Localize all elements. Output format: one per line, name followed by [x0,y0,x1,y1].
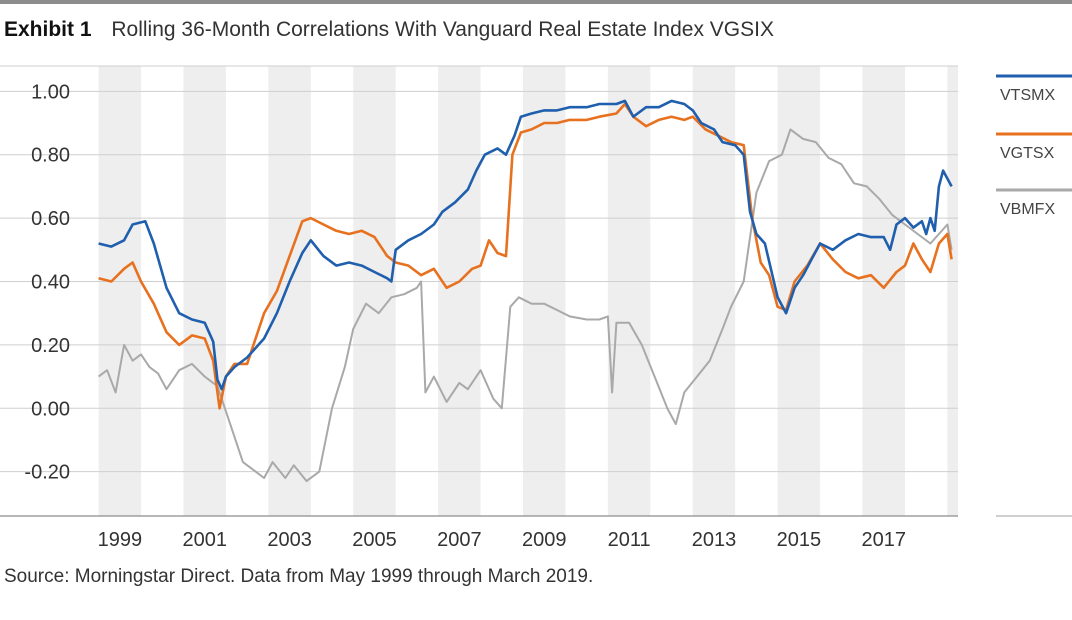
grid-lines [0,65,958,517]
y-tick-label: 0.40 [31,271,70,293]
series-line-vbmfx [97,128,953,483]
x-tick-label: 2013 [692,529,737,551]
legend: VTSMX VGTSX VBMFX [996,74,1072,517]
chart-title: Exhibit 1 Rolling 36-Month Correlations … [4,18,774,42]
year-band-1 [183,66,226,516]
x-tick-label: 2017 [861,529,906,551]
series-line-vgtsx [98,102,953,410]
year-band-4 [438,66,481,516]
line-chart: 1.00 0.80 0.60 0.40 0.20 0.00 -0.20 1999 2001 20… [0,65,1072,551]
year-band-0 [98,66,142,516]
source-note: Source: Morningstar Direct. Data from Ma… [4,566,594,587]
y-tick-label: 0.00 [31,398,70,420]
y-axis-ticks: 1.00 0.80 0.60 0.40 0.20 0.00 -0.20 [24,81,70,483]
x-tick-label: 2005 [352,529,397,551]
y-tick-label: -0.20 [24,462,70,484]
x-tick-label: 2009 [522,529,567,551]
x-tick-label: 2001 [182,529,227,551]
year-bands [98,66,958,516]
x-tick-label: 2011 [608,529,651,551]
y-tick-label: 1.00 [31,81,70,103]
y-tick-label: 0.20 [31,335,70,357]
top-rule [0,0,1072,4]
x-tick-label: 1999 [98,529,143,551]
year-band-5 [523,66,566,516]
title-text: Rolling 36-Month Correlations With Vangu… [111,18,774,41]
series-lines [97,99,953,483]
x-tick-label: 2007 [437,529,482,551]
year-band-8 [777,66,821,516]
year-band-6 [607,66,651,516]
year-band-10 [947,66,958,516]
legend-label-vbmfx: VBMFX [1000,201,1055,218]
x-tick-label: 2003 [267,529,312,551]
year-band-9 [862,66,905,516]
y-tick-label: 0.60 [31,208,70,230]
x-tick-label: 2015 [777,529,822,551]
y-tick-label: 0.80 [31,145,70,167]
year-band-2 [268,66,311,516]
legend-label-vtsmx: VTSMX [1000,87,1055,104]
series-line-vtsmx [98,99,953,391]
exhibit-label: Exhibit 1 [4,18,92,41]
legend-label-vgtsx: VGTSX [1000,145,1055,162]
x-axis-ticks: 1999 2001 2003 2005 2007 2009 2011 2013 2015 2017 [98,529,906,551]
year-band-3 [353,66,396,516]
